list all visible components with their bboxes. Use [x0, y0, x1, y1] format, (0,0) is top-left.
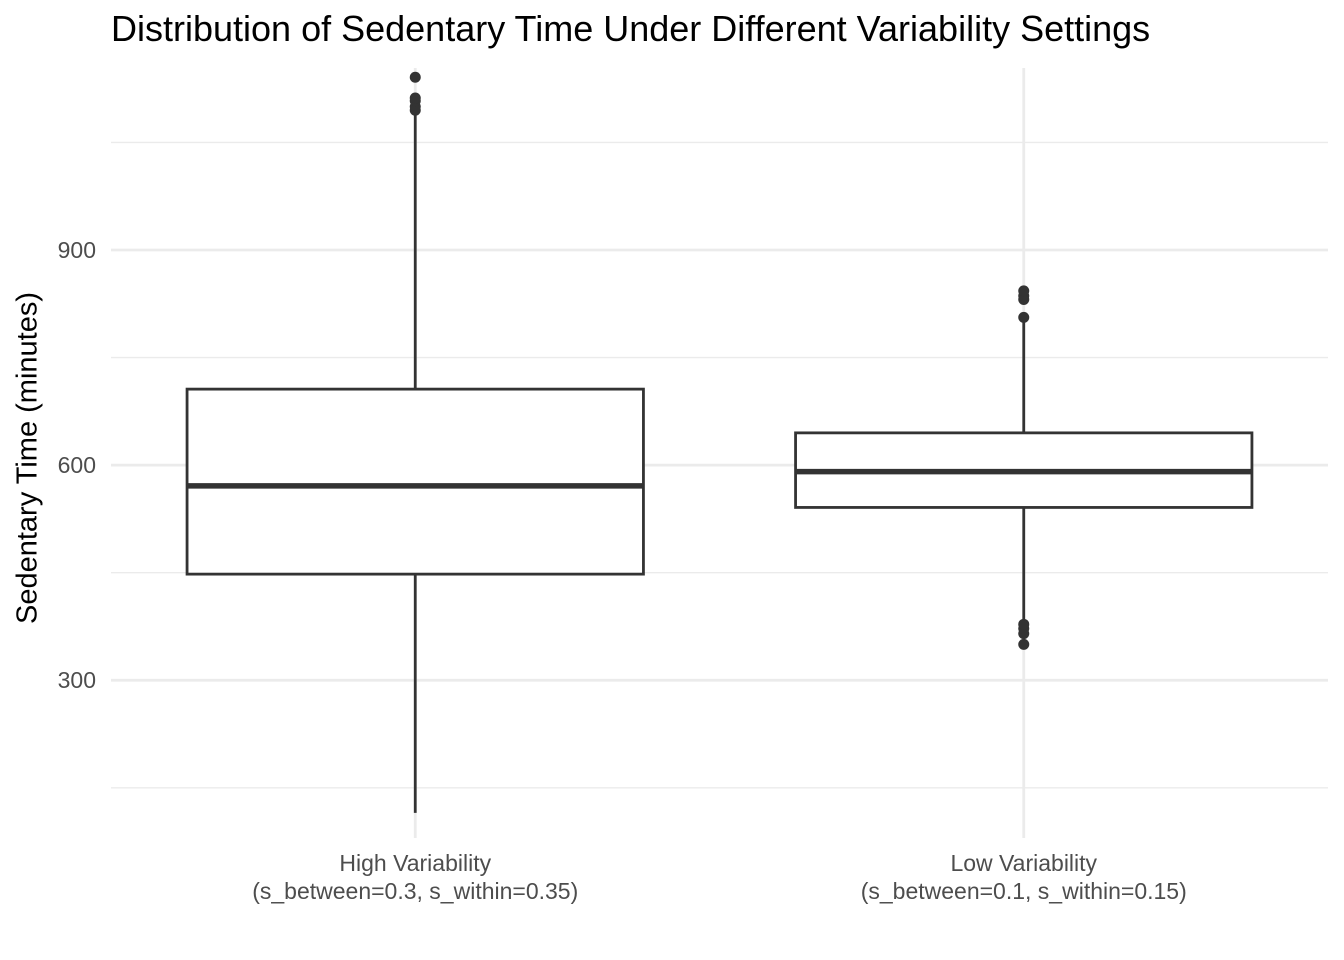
outlier-point	[1018, 618, 1030, 630]
box-group	[185, 71, 645, 813]
x-axis-ticks: High Variability (s_between=0.3, s_within…	[252, 850, 1187, 904]
y-axis-label: Sedentary Time (minutes)	[11, 291, 44, 625]
y-tick-label: 300	[58, 667, 96, 693]
chart-title: Distribution of Sedentary Time Under Dif…	[111, 8, 1151, 49]
iqr-box	[185, 387, 645, 576]
outlier-point	[1018, 285, 1030, 297]
box-group	[794, 285, 1254, 650]
outlier-point	[1018, 638, 1030, 650]
y-axis-ticks: 300 600 900	[58, 237, 96, 693]
x-tick-label: Low Variability (s_between=0.1, s_within=…	[861, 850, 1187, 904]
y-tick-label: 900	[58, 237, 96, 263]
outlier-point	[1018, 311, 1030, 323]
boxes	[185, 71, 1254, 813]
x-tick-label: High Variability (s_between=0.3, s_within…	[252, 850, 578, 904]
outlier-point	[409, 92, 421, 104]
y-tick-label: 600	[58, 452, 96, 478]
outlier-point	[409, 71, 421, 83]
